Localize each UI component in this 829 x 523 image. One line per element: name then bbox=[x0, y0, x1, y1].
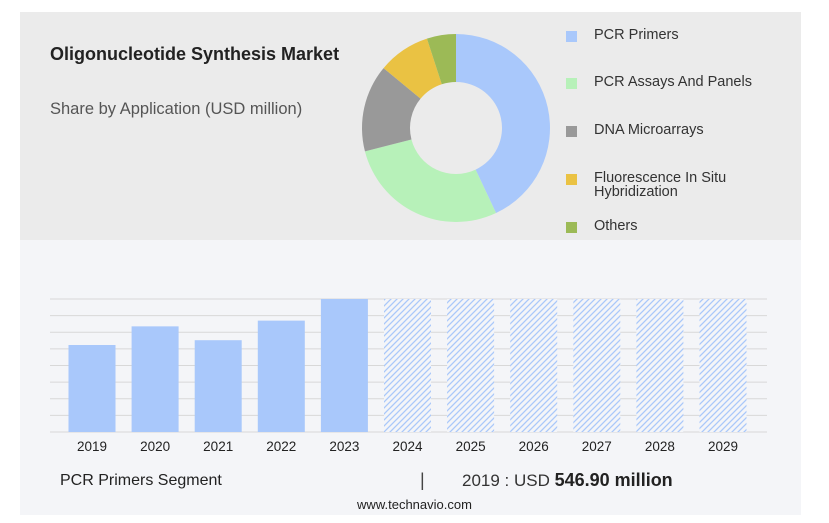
x-tick-label: 2020 bbox=[140, 439, 170, 454]
donut-slice-fluorescence-in-situ-hybridization bbox=[383, 38, 442, 99]
donut-chart bbox=[362, 34, 550, 222]
legend-item-fish: Fluorescence In Situ Hybridization bbox=[566, 171, 796, 199]
legend-item-pcr-assays: PCR Assays And Panels bbox=[566, 75, 796, 89]
x-tick-label: 2022 bbox=[266, 439, 296, 454]
donut-slice-others bbox=[426, 34, 456, 85]
x-tick-label: 2021 bbox=[203, 439, 233, 454]
donut-slice-pcr-assays-and-panels bbox=[364, 139, 497, 222]
bar-2024 bbox=[384, 299, 431, 432]
bar-2028 bbox=[636, 299, 684, 432]
bar-2020 bbox=[131, 326, 179, 432]
bar-2027 bbox=[573, 299, 621, 432]
x-tick-label: 2027 bbox=[582, 439, 612, 454]
bar-2026 bbox=[510, 299, 558, 432]
donut-slice-pcr-primers bbox=[456, 34, 550, 214]
bar-2019 bbox=[68, 344, 116, 432]
x-tick-label: 2029 bbox=[708, 439, 738, 454]
bar-2029 bbox=[699, 299, 747, 432]
legend-item-pcr-primers: PCR Primers bbox=[566, 28, 796, 42]
x-tick-label: 2025 bbox=[456, 439, 486, 454]
bar-2021 bbox=[194, 340, 242, 432]
legend-swatch bbox=[566, 126, 577, 137]
legend-swatch bbox=[566, 174, 577, 185]
chart-title: Oligonucleotide Synthesis Market bbox=[50, 44, 340, 64]
legend-item-dna-microarrays: DNA Microarrays bbox=[566, 123, 796, 137]
x-tick-label: 2023 bbox=[329, 439, 359, 454]
x-tick-label: 2026 bbox=[519, 439, 549, 454]
legend-label: PCR Assays And Panels bbox=[594, 74, 752, 90]
legend-label: PCR Primers bbox=[594, 27, 679, 43]
legend-label: Others bbox=[594, 218, 638, 234]
x-tick-label: 2028 bbox=[645, 439, 675, 454]
x-tick-label: 2024 bbox=[392, 439, 423, 454]
chart-subtitle: Share by Application (USD million) bbox=[50, 100, 303, 118]
legend-label: DNA Microarrays bbox=[594, 122, 704, 138]
segment-value: 2019 : USD 546.90 million bbox=[462, 470, 673, 491]
bar-2025 bbox=[447, 299, 495, 432]
legend-swatch bbox=[566, 78, 577, 89]
bar-2022 bbox=[257, 320, 305, 432]
source-url: www.technavio.com bbox=[357, 497, 472, 512]
footer-separator: | bbox=[420, 470, 425, 490]
x-tick-label: 2019 bbox=[77, 439, 107, 454]
segment-amount: 546.90 million bbox=[554, 470, 673, 490]
legend-swatch bbox=[566, 31, 577, 42]
bar-2023 bbox=[320, 299, 368, 432]
donut-slice-dna-microarrays bbox=[362, 68, 421, 152]
legend-label: Fluorescence In Situ Hybridization bbox=[594, 170, 727, 200]
segment-year: 2019 : USD bbox=[462, 471, 550, 490]
legend-item-others: Others bbox=[566, 219, 796, 233]
legend-swatch bbox=[566, 222, 577, 233]
segment-label: PCR Primers Segment bbox=[60, 472, 222, 489]
